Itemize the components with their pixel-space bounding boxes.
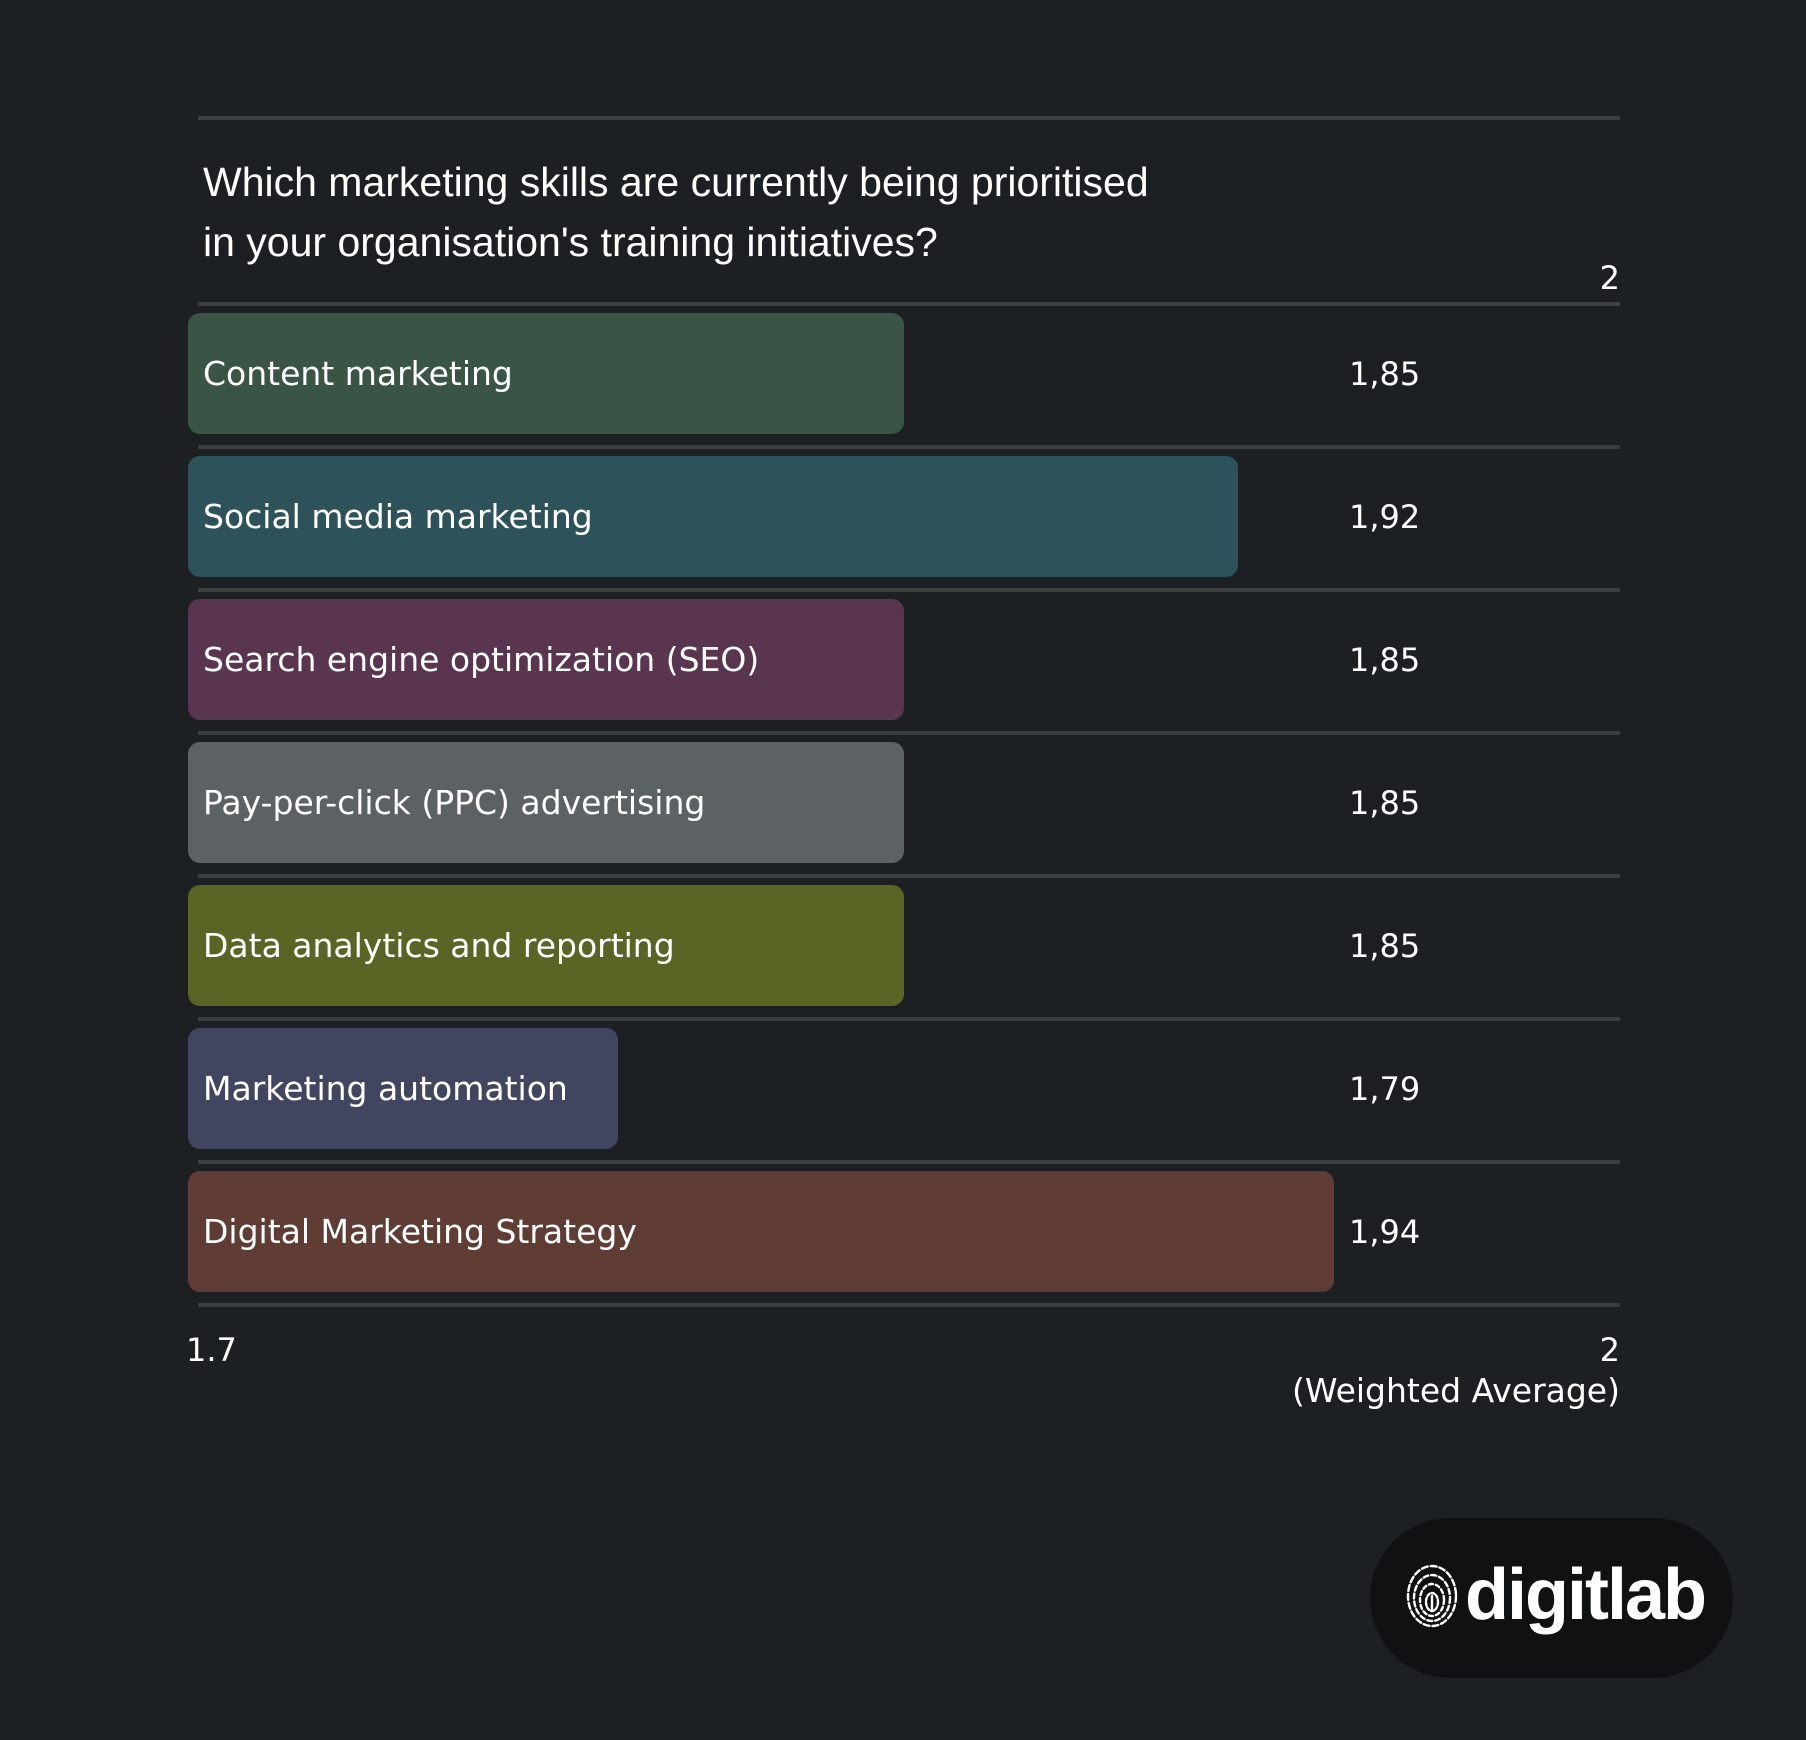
bar-4 [188,885,904,1006]
value-label: 1,94 [1349,1212,1421,1251]
bar-2 [188,599,904,720]
gridline [198,1017,1620,1021]
category-label: Digital Marketing Strategy [203,1211,637,1251]
chart-title: Which marketing skills are currently bei… [203,152,1203,272]
bar-0 [188,313,904,434]
category-label: Search engine optimization (SEO) [203,639,760,679]
value-label: 1,85 [1349,640,1421,679]
category-label: Content marketing [203,353,513,393]
category-label: Data analytics and reporting [203,925,675,965]
bar-3 [188,742,904,863]
chart-title-line-2: in your organisation's training initiati… [203,219,938,265]
x-tick-top: 2 [1599,259,1620,297]
value-label: 1,85 [1349,783,1421,822]
gridline [198,445,1620,449]
x-axis-line [198,1303,1620,1307]
bar-6 [188,1171,1334,1292]
bar-5 [188,1028,618,1149]
gridline [198,874,1620,878]
category-label: Marketing automation [203,1068,568,1108]
x-axis-label: (Weighted Average) [1292,1371,1620,1410]
x-tick-max: 2 [1599,1331,1620,1369]
logo-badge[interactable] [1370,1518,1733,1678]
chart-title-line-1: Which marketing skills are currently bei… [203,159,1149,205]
category-label: Pay-per-click (PPC) advertising [203,782,706,822]
gridline [198,302,1620,306]
bar-1 [188,456,1239,577]
value-label: 1,79 [1349,1069,1421,1108]
value-label: 1,92 [1349,497,1421,536]
value-label: 1,85 [1349,354,1421,393]
logo-text: digitlab [1465,1555,1707,1635]
fingerprint-icon [1406,1564,1458,1628]
top-divider [198,116,1620,120]
x-tick-min: 1.7 [186,1331,237,1369]
gridline [198,588,1620,592]
gridline [198,1160,1620,1164]
gridline [198,731,1620,735]
category-label: Social media marketing [203,496,593,536]
value-label: 1,85 [1349,926,1421,965]
